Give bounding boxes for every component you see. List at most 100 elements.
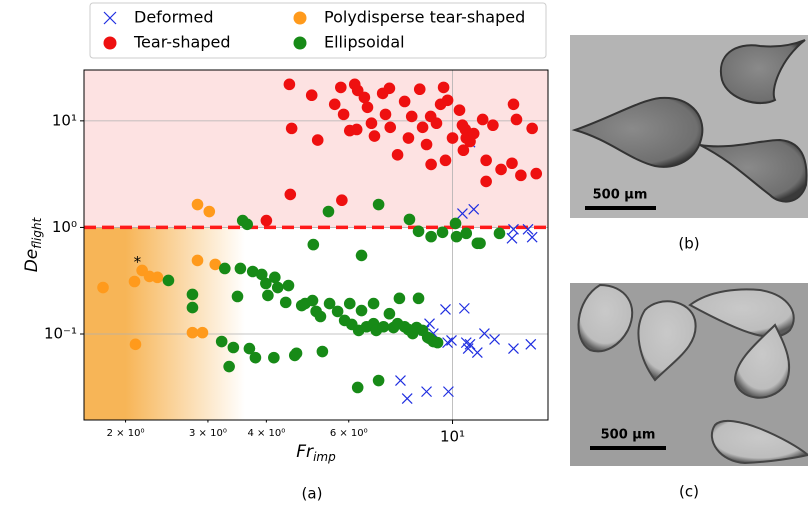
data-point — [464, 338, 476, 350]
data-point — [358, 91, 371, 104]
region — [84, 227, 548, 420]
data-point — [268, 351, 280, 364]
label-main: De — [22, 249, 42, 273]
data-point — [431, 336, 444, 349]
legend-label: Tear-shaped — [133, 33, 230, 52]
data-point — [420, 138, 433, 151]
data-point — [290, 347, 303, 360]
data-point — [439, 154, 452, 167]
data-point — [441, 94, 454, 107]
data-point — [449, 217, 462, 230]
data-point — [196, 326, 209, 339]
data-point — [236, 214, 249, 227]
label-main: Fr — [296, 442, 314, 462]
data-point — [260, 277, 272, 290]
data-point — [314, 310, 327, 323]
data-point — [478, 328, 490, 339]
data-point — [282, 279, 295, 292]
data-point — [495, 163, 507, 176]
data-point — [186, 301, 199, 314]
droplet — [719, 39, 806, 105]
data-point — [209, 258, 222, 271]
data-point — [393, 292, 406, 305]
data-point — [361, 101, 374, 114]
data-point — [430, 117, 443, 130]
data-point — [395, 375, 406, 386]
x-tick-label: 10¹ — [440, 428, 465, 446]
axes-frame — [83, 69, 549, 421]
data-point — [377, 320, 390, 333]
data-point — [223, 360, 235, 373]
data-point — [234, 262, 247, 275]
data-point — [372, 374, 385, 387]
data-point — [285, 122, 298, 135]
data-point — [355, 249, 368, 262]
annotation: * — [134, 253, 142, 271]
data-point — [522, 223, 534, 235]
ylabel-label: Deflight — [22, 216, 44, 272]
y-tick-label: 10⁻¹ — [44, 325, 77, 343]
data-point — [283, 78, 296, 91]
data-point — [457, 144, 470, 157]
x-minor-tick-label: 6 × 10⁰ — [330, 428, 368, 439]
legend-label: Deformed — [134, 8, 213, 27]
photo-c: 500 µm — [570, 283, 808, 466]
y-tick-label: 10⁰ — [52, 218, 77, 236]
data-point — [506, 157, 518, 170]
data-point — [401, 393, 413, 404]
data-point — [246, 265, 259, 278]
data-point — [203, 205, 216, 218]
data-point — [487, 119, 499, 132]
data-point — [311, 134, 324, 146]
data-point — [457, 208, 468, 219]
data-point — [328, 98, 341, 111]
data-point — [271, 281, 284, 294]
legend-marker — [293, 36, 307, 50]
caption: (c) — [679, 483, 699, 501]
data-point — [219, 262, 231, 275]
data-point — [460, 337, 472, 349]
data-point — [440, 304, 451, 315]
data-point — [186, 288, 199, 301]
data-point — [186, 326, 199, 339]
data-point — [453, 104, 466, 116]
photo-b: 500 µm — [570, 35, 808, 218]
data-point — [508, 343, 519, 354]
data-point — [97, 281, 109, 294]
data-point — [446, 335, 457, 346]
caption: (a) — [302, 485, 323, 503]
data-point — [476, 113, 489, 126]
data-point — [530, 167, 543, 180]
data-point — [450, 230, 463, 243]
data-point — [436, 226, 449, 239]
droplet — [577, 283, 634, 353]
data-point — [403, 213, 416, 226]
data-point — [279, 296, 292, 309]
xlabel-label: Frimp — [296, 442, 336, 464]
data-point — [151, 271, 164, 284]
data-point — [458, 302, 470, 314]
data-point — [129, 338, 142, 351]
data-point — [507, 98, 520, 111]
legend-label: Polydisperse tear-shaped — [324, 8, 525, 27]
data-point — [260, 214, 273, 227]
data-point — [227, 341, 240, 354]
data-point — [128, 275, 141, 288]
scale-bar-label: 500 µm — [593, 188, 648, 203]
data-point — [489, 333, 500, 345]
data-point — [425, 230, 437, 243]
data-point — [255, 268, 268, 281]
data-point — [402, 132, 415, 144]
legend-marker — [103, 11, 117, 25]
data-point — [372, 198, 385, 211]
data-point — [405, 110, 418, 123]
data-point — [191, 198, 204, 211]
data-point — [460, 227, 473, 240]
data-point — [322, 205, 335, 218]
label-subscript: flight — [30, 216, 44, 248]
data-point — [307, 238, 320, 251]
data-point — [391, 149, 404, 161]
x-minor-tick-label: 2 × 10⁰ — [107, 428, 145, 439]
data-point — [480, 175, 492, 188]
